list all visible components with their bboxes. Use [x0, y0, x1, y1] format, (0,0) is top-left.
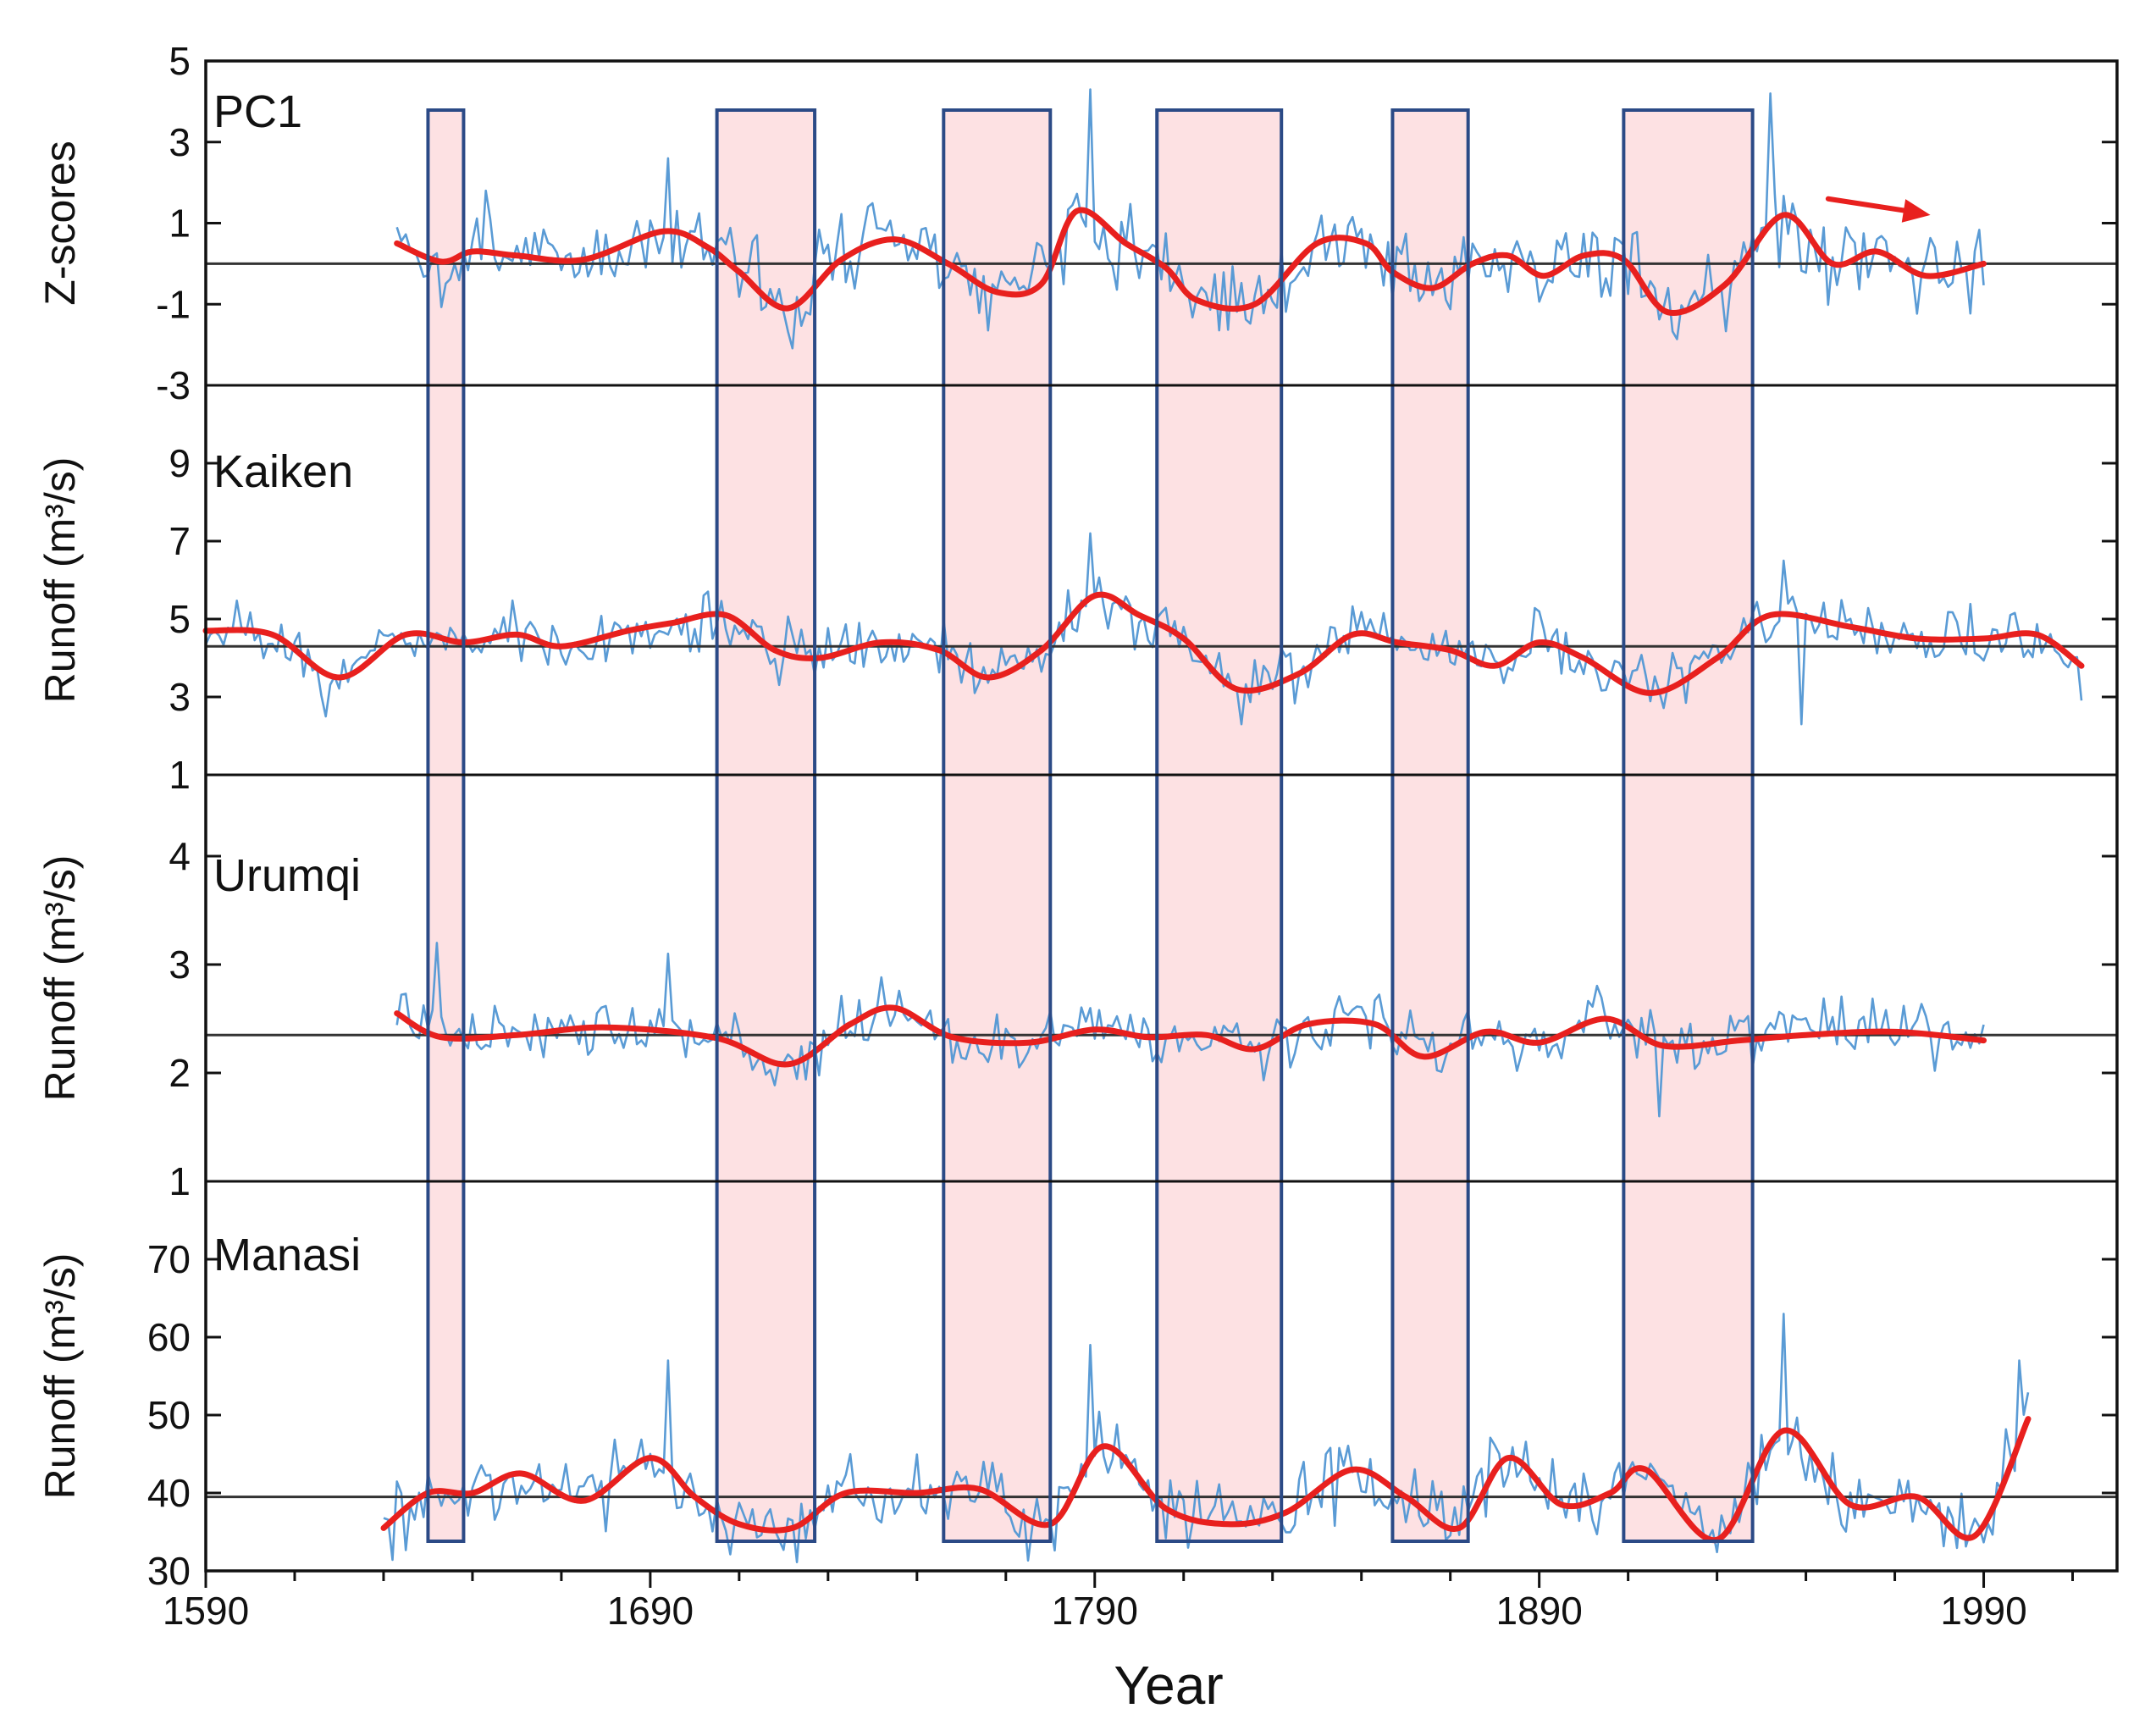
shaded-period-5 [1392, 110, 1468, 1541]
y-tick-label: 30 [147, 1549, 191, 1593]
y-axis-title-kaiken: Runoff (m³/s) [36, 457, 84, 704]
y-tick-label: 1 [169, 202, 191, 246]
panel-label-urumqi: Urumqi [213, 850, 361, 901]
trend-arrow-head [1901, 199, 1931, 223]
plot-border [204, 59, 2119, 1573]
panel-pc1: PC1 Z-scores [36, 86, 2117, 350]
trend-arrow [1825, 196, 1931, 223]
series-smoothed-kaiken [202, 591, 2085, 696]
shaded-periods [428, 110, 1753, 1541]
y-tick-label: 1 [169, 1159, 191, 1203]
shaded-period-4 [1157, 110, 1282, 1541]
panel-label-manasi: Manasi [213, 1230, 361, 1280]
y-axis-title-urumqi: Runoff (m³/s) [36, 855, 84, 1102]
x-tick-label: 1990 [1940, 1589, 2026, 1633]
shaded-period-outlines [426, 108, 1755, 1543]
series-smoothed-urumqi [394, 1004, 1987, 1068]
y-tick-label: 40 [147, 1471, 191, 1515]
y-tick-label: 9 [169, 441, 191, 485]
y-tick-label: 2 [169, 1051, 191, 1095]
shaded-period-outline-2 [715, 108, 817, 1543]
series-smoothed-pc1 [394, 207, 1987, 317]
x-axis-title: Year [1114, 1655, 1223, 1716]
y-tick-label: 1 [169, 753, 191, 797]
y-tick-label: 5 [169, 39, 191, 83]
panel-kaiken: Kaiken Runoff (m³/s) [36, 446, 2117, 726]
x-axis: 1590 1690 1790 1890 1990 [163, 1571, 2075, 1633]
shaded-period-6 [1623, 110, 1753, 1541]
shaded-period-2 [716, 110, 815, 1541]
x-tick-label: 1690 [607, 1589, 694, 1633]
y-tick-label: -1 [156, 282, 191, 326]
x-tick-label: 1590 [163, 1589, 249, 1633]
y-tick-label: 60 [147, 1315, 191, 1359]
plot-frame: -3 -1 1 3 5 1 3 5 7 9 1 2 3 4 30 40 50 60 70 [147, 39, 2119, 1593]
shaded-period-outline-4 [1155, 108, 1284, 1543]
y-axis-title-pc1: Z-scores [36, 141, 84, 305]
shaded-period-outline-3 [942, 108, 1053, 1543]
y-tick-label: 5 [169, 597, 191, 641]
y-tick-label: -3 [156, 363, 191, 407]
shaded-period-3 [943, 110, 1051, 1541]
trend-arrow-shaft [1825, 196, 1915, 214]
y-tick-label: 50 [147, 1393, 191, 1437]
panel-label-kaiken: Kaiken [213, 446, 353, 497]
y-tick-label: 3 [169, 675, 191, 719]
shaded-period-outline-5 [1390, 108, 1470, 1543]
x-tick-label: 1890 [1495, 1589, 1582, 1633]
y-tick-label: 7 [169, 519, 191, 563]
series-annual-kaiken [204, 532, 2083, 726]
series-smoothed-manasi [380, 1416, 2032, 1543]
y-axis-title-manasi: Runoff (m³/s) [36, 1253, 84, 1500]
y-tick-label: 4 [169, 834, 191, 878]
y-tick-label: 70 [147, 1237, 191, 1281]
panel-label-pc1: PC1 [213, 86, 302, 137]
shaded-period-outline-1 [426, 108, 466, 1543]
panel-manasi: Manasi Runoff (m³/s) [36, 1230, 2117, 1563]
panels: PC1 Z-scores Kaiken Runoff (m³/s) Urumqi Runo… [36, 86, 2117, 1563]
y-tick-label: 3 [169, 943, 191, 987]
y-tick-label: 3 [169, 120, 191, 164]
shaded-period-1 [428, 110, 464, 1541]
panel-urumqi: Urumqi Runoff (m³/s) [36, 850, 2117, 1118]
shaded-period-outline-6 [1622, 108, 1755, 1543]
x-tick-label: 1790 [1052, 1589, 1138, 1633]
